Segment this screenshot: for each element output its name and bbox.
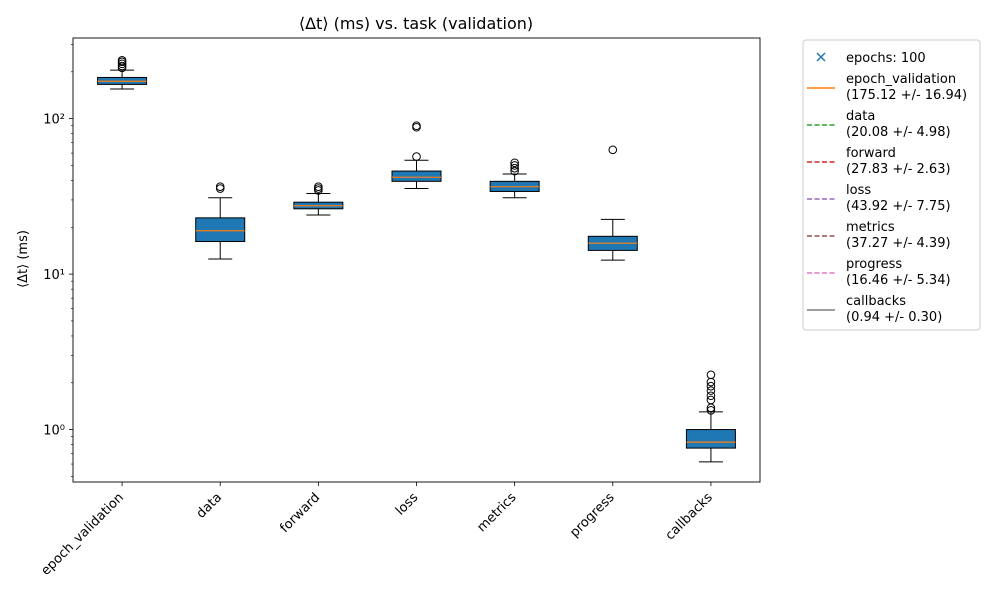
legend: epochs: 100 epoch_validation(175.12 +/- 1… (802, 39, 981, 331)
x-tick-label: progress (567, 490, 617, 540)
box-data (195, 182, 246, 260)
legend-sublabel: (43.92 +/- 7.75) (846, 199, 951, 214)
y-tick-label: 10⁰ (43, 424, 65, 439)
outlier-point (706, 406, 716, 415)
legend-label: epochs: 100 (846, 51, 926, 66)
outlier-point (314, 184, 323, 193)
outlier-point (706, 391, 716, 401)
legend-entry: progress(16.46 +/- 5.34) (807, 257, 951, 288)
outlier-point (215, 184, 225, 193)
legend-frame (802, 39, 981, 331)
x-tick-label: forward (277, 490, 323, 536)
x-tick-label: epoch_validation (38, 490, 126, 578)
outlier-point (510, 166, 519, 176)
legend-sublabel: (20.08 +/- 4.98) (846, 125, 951, 140)
outlier-point (510, 158, 519, 168)
legend-entry: callbacks(0.94 +/- 0.30) (807, 294, 942, 325)
legend-entry: forward(27.83 +/- 2.63) (807, 146, 951, 177)
outlier-point (706, 395, 716, 405)
legend-entry: epochs: 100 (816, 51, 926, 66)
legend-label: metrics (846, 220, 895, 235)
legend-entry: data(20.08 +/- 4.98) (807, 109, 951, 140)
legend-sublabel: (0.94 +/- 0.30) (846, 310, 942, 325)
legend-label: epoch_validation (846, 72, 956, 87)
legend-sublabel: (37.27 +/- 4.39) (846, 236, 951, 251)
outlier-point (117, 61, 127, 71)
x-tick-label: metrics (474, 490, 519, 535)
x-tick-label: callbacks (663, 490, 716, 543)
outlier-point (510, 163, 519, 173)
legend-label: data (846, 109, 875, 124)
outlier-point (412, 121, 421, 131)
box-iqr (685, 429, 736, 449)
box-progress (587, 145, 638, 261)
outlier-point (608, 145, 618, 155)
y-axis-label: ⟨Δt⟩ (ms) (16, 230, 31, 288)
outlier-point (117, 56, 127, 65)
axes-frame (72, 37, 761, 483)
outlier-point (117, 59, 127, 69)
outlier-point (706, 386, 716, 395)
box-metrics (489, 158, 540, 199)
legend-marker (816, 52, 826, 62)
box-forward (293, 182, 344, 216)
chart-title: ⟨Δt⟩ (ms) vs. task (validation) (299, 14, 533, 33)
outlier-point (314, 182, 323, 191)
legend-label: forward (846, 146, 896, 161)
x-tick-label: data (194, 490, 225, 521)
box-iqr (195, 217, 246, 243)
legend-entry: loss(43.92 +/- 7.75) (807, 183, 951, 214)
outlier-point (215, 182, 225, 191)
outlier-point (706, 370, 716, 380)
legend-label: callbacks (846, 294, 906, 309)
legend-entry: epoch_validation(175.12 +/- 16.94) (807, 72, 967, 103)
legend-label: loss (846, 183, 871, 198)
plot-area: 10⁰ 10¹ 10² epoch_validation data forward loss… (38, 37, 761, 579)
outlier-point (412, 152, 421, 161)
box-loss (391, 121, 442, 190)
legend-label: progress (846, 257, 902, 272)
legend-sublabel: (27.83 +/- 2.63) (846, 162, 951, 177)
y-tick-label: 10¹ (43, 268, 65, 283)
legend-sublabel: (16.46 +/- 5.34) (846, 273, 951, 288)
box-epoch_validation (97, 56, 148, 90)
x-tick-label: loss (393, 490, 422, 519)
outlier-point (510, 161, 519, 170)
outlier-point (706, 381, 716, 391)
y-tick-label: 10² (43, 113, 65, 128)
legend-sublabel: (175.12 +/- 16.94) (846, 88, 967, 103)
box-callbacks (685, 370, 736, 463)
legend-entry: metrics(37.27 +/- 4.39) (807, 220, 951, 251)
box-iqr (391, 170, 442, 182)
